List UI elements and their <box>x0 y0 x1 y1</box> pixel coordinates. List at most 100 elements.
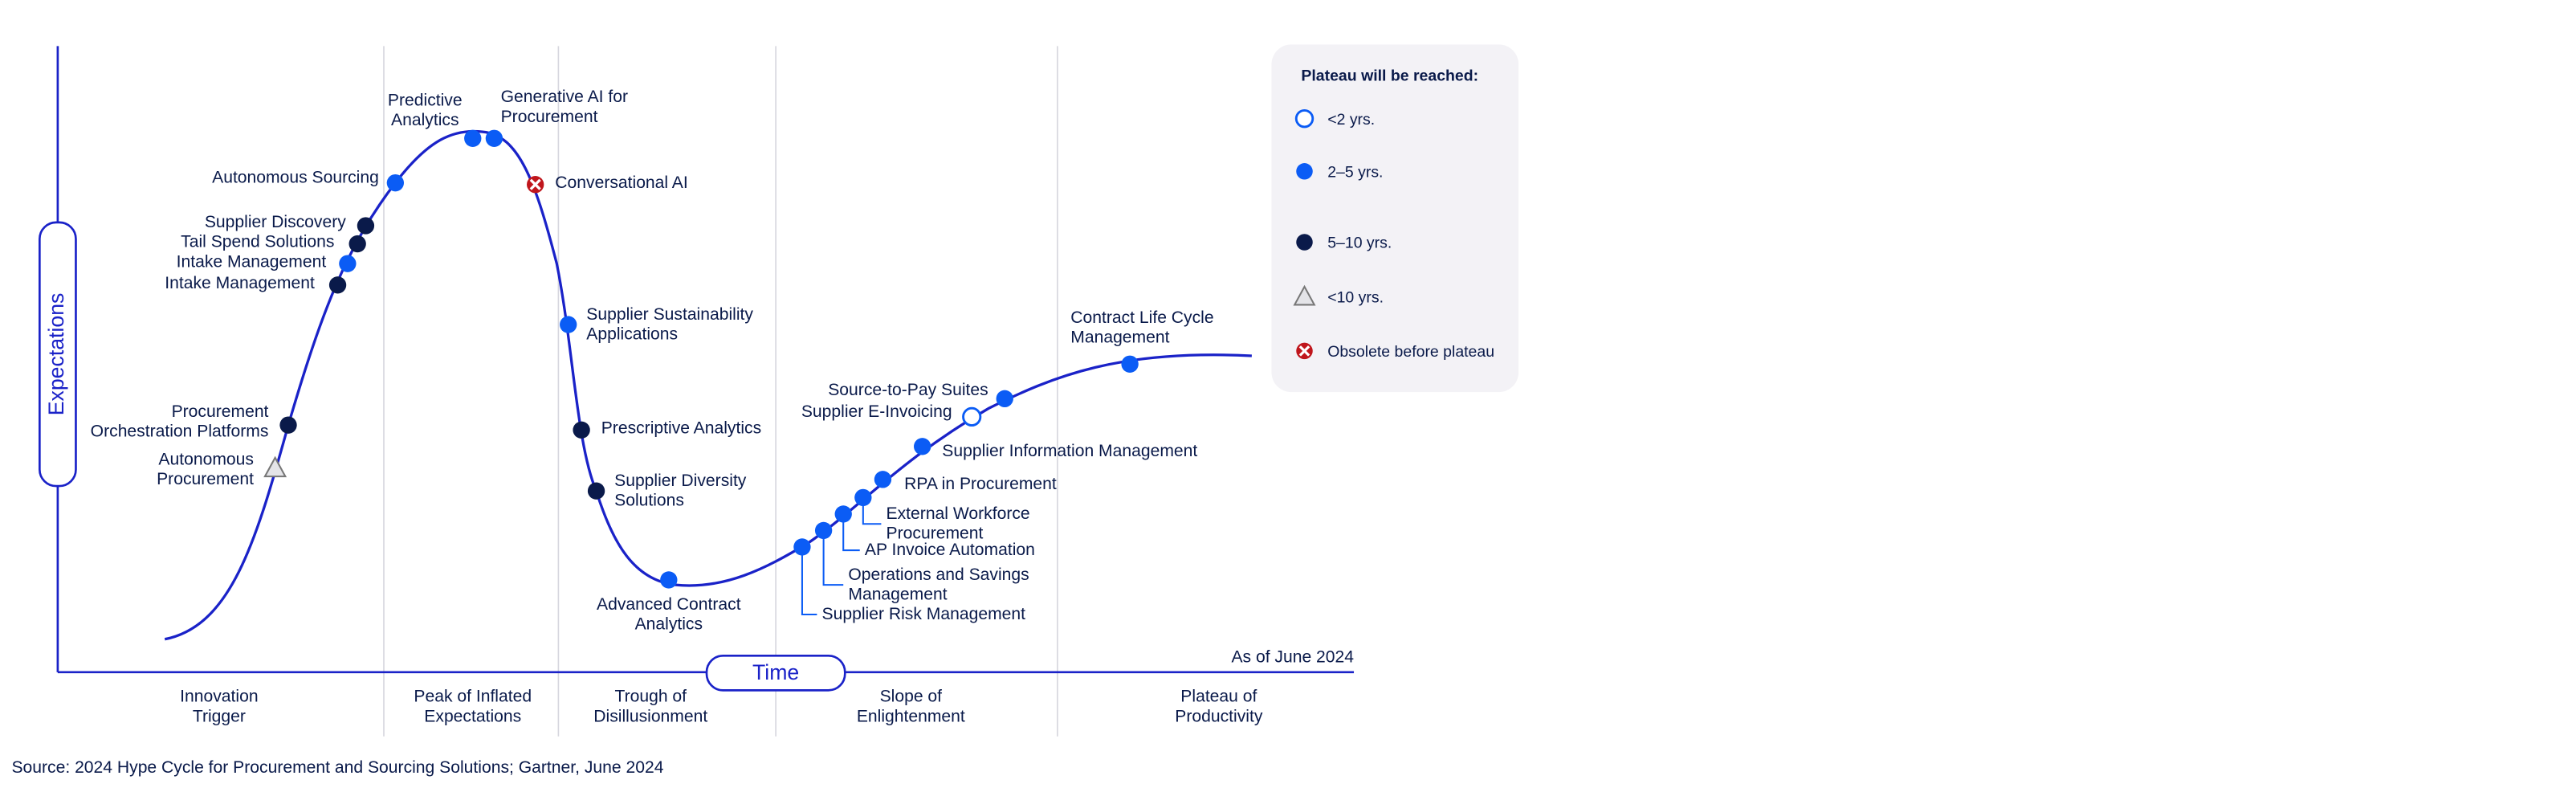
marker-navy <box>348 235 366 253</box>
phase-label: Peak of Inflated Expectations <box>414 688 532 726</box>
item-label: Supplier Sustainability Applications <box>586 305 753 344</box>
item-label-line: Advanced Contract <box>597 595 741 614</box>
x-axis-label: Time <box>752 660 799 684</box>
marker-obsolete-cross <box>529 178 541 190</box>
x-axis-pill <box>705 654 846 692</box>
item-label-line: Procurement <box>501 108 598 126</box>
marker-obsolete <box>1296 342 1313 360</box>
item-label-line: Contract Life Cycle <box>1070 308 1213 327</box>
item-label: Supplier Risk Management <box>822 605 1026 623</box>
phase-label-line: Slope of <box>880 688 943 706</box>
item-label-line: Analytics <box>635 614 703 633</box>
item-label-line: External Workforce <box>887 504 1030 523</box>
item-label-line: Supplier Sustainability <box>586 305 753 324</box>
item-label-line: Supplier Risk Management <box>822 605 1026 623</box>
item-label: Autonomous Sourcing <box>212 169 379 187</box>
phase-label-line: Peak of Inflated <box>414 688 532 706</box>
leader-line <box>822 530 844 586</box>
item-label-line: Generative AI for <box>501 88 628 106</box>
marker-triangle <box>263 455 287 478</box>
item-label-line: Supplier E-Invoicing <box>801 402 952 421</box>
marker-blue <box>996 390 1013 408</box>
marker-navy <box>573 421 590 439</box>
item-label: RPA in Procurement <box>904 475 1057 493</box>
item-label: Predictive Analytics <box>388 91 463 129</box>
item-label-line: Management <box>1070 329 1169 347</box>
phase-label-line: Expectations <box>424 707 521 725</box>
item-label-line: Procurement <box>172 402 269 421</box>
item-label-line: Supplier Information Management <box>942 442 1197 460</box>
legend-label: Obsolete before plateau <box>1327 343 1494 361</box>
phase-dividers <box>383 46 1058 737</box>
item-label-line: Supplier Diversity <box>614 472 747 490</box>
y-axis-pill <box>38 221 77 488</box>
leader-line <box>862 497 882 525</box>
item-label-line: Intake Management <box>165 274 315 292</box>
item-label-line: Orchestration Platforms <box>91 423 269 441</box>
legend-label: 2–5 yrs. <box>1327 163 1383 181</box>
marker-navy <box>357 217 375 235</box>
item-label-line: Applications <box>586 325 678 344</box>
item-label: Tail Spend Solutions <box>181 233 334 251</box>
phase-label-line: Trough of <box>614 688 687 706</box>
item-label: Supplier E-Invoicing <box>801 402 952 421</box>
phase-label-line: Enlightenment <box>857 707 965 725</box>
item-label-line: RPA in Procurement <box>904 475 1057 493</box>
marker-blue <box>914 438 931 455</box>
item-label: Intake Management <box>165 274 315 292</box>
phase-label-line: Trigger <box>193 707 246 725</box>
marker-blue <box>854 488 872 507</box>
item-label: Source-to-Pay Suites <box>828 381 988 399</box>
item-label: Intake Management <box>177 252 327 271</box>
item-label-line: Solutions <box>614 492 684 510</box>
phase-label: Slope of Enlightenment <box>857 688 965 726</box>
item-label: Supplier Information Management <box>942 442 1197 460</box>
legend-title: Plateau will be reached: <box>1301 67 1478 84</box>
marker-blue <box>464 129 482 147</box>
source-note: Source: 2024 Hype Cycle for Procurement … <box>11 758 663 777</box>
marker-blue <box>814 521 833 540</box>
marker-blue <box>874 471 892 488</box>
item-label-line: Intake Management <box>177 252 327 271</box>
item-label-line: Operations and Savings <box>848 565 1029 584</box>
marker-blue <box>485 129 503 147</box>
item-label-line: Prescriptive Analytics <box>601 418 761 437</box>
marker-blue <box>1121 355 1139 373</box>
marker-navy <box>587 482 605 500</box>
marker-triangle <box>1293 284 1316 306</box>
phase-label: Trough of Disillusionment <box>593 688 707 726</box>
marker-blue <box>793 538 811 556</box>
phase-label-line: Productivity <box>1175 707 1263 725</box>
phase-label: Plateau of Productivity <box>1175 688 1263 726</box>
leader-line <box>842 513 860 552</box>
item-label: Advanced Contract Analytics <box>597 595 741 634</box>
item-label-line: Supplier Discovery <box>205 213 346 231</box>
marker-blue <box>660 571 678 589</box>
marker-blue <box>834 505 852 523</box>
item-label: Generative AI for Procurement <box>501 88 628 126</box>
marker-obsolete <box>527 176 544 194</box>
marker-open <box>962 406 982 427</box>
item-label: External Workforce Procurement <box>887 504 1030 543</box>
item-label: Contract Life Cycle Management <box>1070 308 1213 347</box>
item-label: AP Invoice Automation <box>865 541 1035 559</box>
legend-label: <10 yrs. <box>1327 288 1384 306</box>
hype-curve <box>164 129 1252 641</box>
item-label-line: Management <box>848 586 947 604</box>
phase-label: Innovation Trigger <box>180 688 258 726</box>
item-label-line: Autonomous Sourcing <box>212 169 379 187</box>
item-label-line: Procurement <box>157 470 254 488</box>
marker-blue <box>339 255 357 272</box>
legend-label: 5–10 yrs. <box>1327 235 1392 252</box>
item-label: Operations and Savings Management <box>848 565 1029 604</box>
marker-navy <box>328 276 347 294</box>
item-label: Conversational AI <box>555 174 687 192</box>
legend-label: <2 yrs. <box>1327 111 1375 129</box>
marker-blue <box>560 316 577 333</box>
item-label: Procurement Orchestration Platforms <box>91 402 269 441</box>
item-label-line: Predictive <box>388 91 463 109</box>
marker-obsolete-cross <box>1298 345 1310 357</box>
legend-box <box>1271 44 1519 393</box>
